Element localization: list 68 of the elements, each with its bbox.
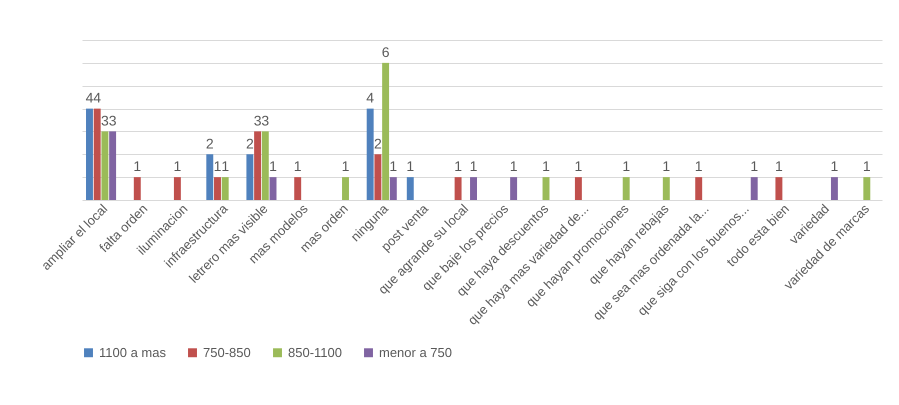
bar: [470, 177, 477, 200]
data-label: 1: [294, 158, 302, 174]
data-label: 1: [221, 158, 230, 174]
data-label: 6: [382, 44, 390, 60]
bar: [222, 177, 229, 200]
bar: [662, 177, 670, 200]
bar: [109, 131, 116, 200]
data-label: 1: [173, 158, 182, 174]
data-label: 1: [406, 158, 414, 174]
data-label: 1: [470, 158, 478, 174]
bar: [542, 177, 550, 200]
data-label: 1: [542, 158, 550, 174]
data-label: 1: [622, 158, 630, 174]
bar: [454, 177, 462, 200]
data-label: 1: [342, 158, 350, 174]
bar: [294, 177, 302, 200]
bar: [374, 154, 382, 200]
bar: [262, 131, 269, 200]
bar: [750, 177, 758, 200]
bar: [830, 177, 838, 200]
bar: [270, 177, 276, 200]
data-label: 4: [86, 90, 94, 106]
data-label: 1: [133, 158, 142, 174]
bar: [622, 177, 630, 200]
bar: [510, 177, 518, 200]
bar: [863, 177, 870, 200]
data-label: 1: [389, 158, 398, 174]
data-label: 3: [108, 112, 117, 128]
bar: [382, 62, 390, 200]
data-label: 1: [830, 158, 839, 174]
legend-label: menor a 750: [379, 344, 452, 360]
data-label: 1: [694, 158, 703, 174]
data-label: 3: [261, 112, 270, 128]
legend-label: 850-1100: [288, 344, 342, 360]
data-label: 1: [574, 158, 582, 174]
data-label: 1: [775, 158, 783, 174]
bar: [174, 177, 181, 200]
bar: [214, 177, 221, 200]
data-label: 4: [366, 90, 374, 106]
bar: [390, 177, 397, 200]
data-label: 1: [214, 158, 222, 174]
bar: [101, 131, 108, 200]
data-label: 1: [750, 158, 758, 174]
bar: [134, 177, 141, 200]
data-label: 3: [101, 112, 110, 128]
data-label: 1: [454, 158, 462, 174]
data-label: 2: [206, 135, 214, 152]
bar: [695, 177, 702, 200]
legend-label: 750-850: [203, 344, 251, 360]
data-label: 2: [374, 135, 382, 152]
bar: [94, 108, 101, 200]
bar: [342, 177, 349, 200]
bar: [254, 131, 262, 200]
data-label: 1: [862, 158, 871, 174]
data-label: 2: [246, 135, 254, 152]
data-label: 1: [269, 158, 278, 174]
data-label: 3: [254, 112, 262, 128]
bar: [206, 154, 214, 200]
data-label: 1: [510, 158, 518, 174]
data-label: 1: [662, 158, 670, 174]
legend-label: 1100 a mas: [99, 344, 166, 360]
bar: [246, 154, 254, 200]
data-label: 4: [93, 90, 102, 106]
bar: [574, 177, 582, 200]
bar: [406, 177, 414, 200]
bar: [775, 177, 782, 200]
bar: [86, 108, 93, 200]
bar: [366, 108, 374, 200]
